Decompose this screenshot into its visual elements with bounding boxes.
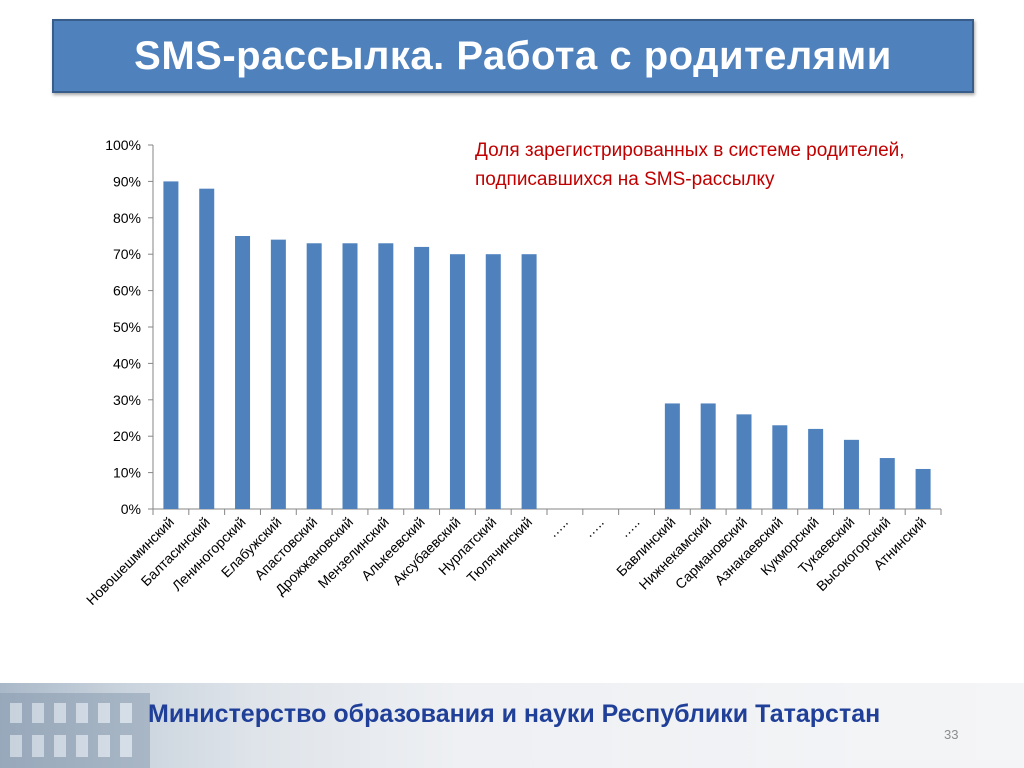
bar — [163, 181, 179, 509]
chart-annotation: Доля зарегистрированных в системе родите… — [475, 136, 1015, 194]
bar — [700, 403, 716, 509]
y-tick-label: 30% — [113, 392, 141, 408]
x-category-label: ….. — [580, 514, 607, 541]
y-tick-label: 50% — [113, 319, 141, 335]
footer-ministry-text: Министерство образования и науки Республ… — [148, 700, 881, 728]
bar — [235, 236, 251, 509]
y-tick-label: 20% — [113, 428, 141, 444]
x-category-label: ….. — [616, 514, 643, 541]
y-tick-label: 100% — [105, 137, 141, 153]
bar — [664, 403, 680, 509]
page-number: 33 — [944, 727, 959, 742]
bar — [199, 188, 215, 509]
bar — [342, 243, 358, 509]
footer-bar: Министерство образования и науки Республ… — [0, 683, 1024, 768]
bar — [772, 425, 788, 509]
annotation-line-2: подписавшихся на SMS-рассылку — [475, 169, 775, 190]
bar — [521, 254, 537, 509]
y-tick-label: 80% — [113, 210, 141, 226]
y-tick-label: 40% — [113, 355, 141, 371]
bar — [270, 239, 286, 509]
bar — [879, 458, 895, 509]
slide-title: SMS-рассылка. Работа с родителями — [134, 33, 892, 78]
y-tick-label: 10% — [113, 465, 141, 481]
bar — [414, 246, 430, 510]
bar — [808, 428, 824, 509]
annotation-line-1: Доля зарегистрированных в системе родите… — [475, 140, 905, 161]
title-banner: SMS-рассылка. Работа с родителями — [52, 19, 974, 93]
x-category-label: ….. — [544, 514, 571, 541]
y-tick-label: 60% — [113, 283, 141, 299]
bar — [449, 254, 465, 509]
bar — [736, 414, 752, 509]
y-tick-label: 90% — [113, 173, 141, 189]
y-tick-label: 0% — [121, 501, 141, 517]
bar — [915, 468, 931, 509]
bar-chart: 0%10%20%30%40%50%60%70%80%90%100%Новошеш… — [83, 137, 942, 608]
bar — [485, 254, 501, 509]
y-tick-label: 70% — [113, 246, 141, 262]
bar — [843, 439, 859, 509]
bar — [306, 243, 322, 509]
bar — [378, 243, 394, 509]
building-image — [0, 693, 150, 768]
